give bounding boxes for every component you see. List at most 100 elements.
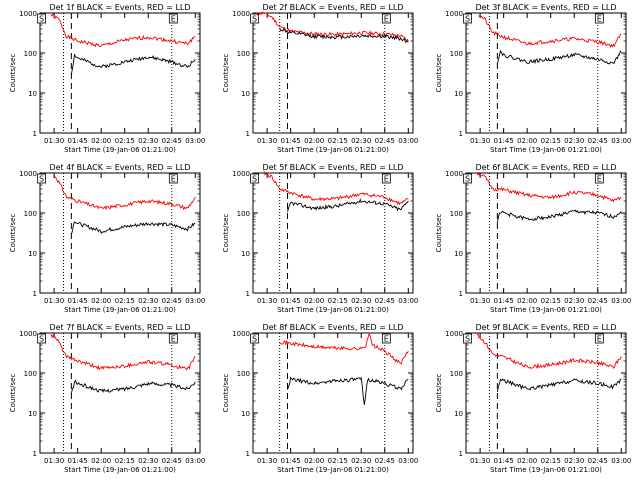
x-tick-label: 02:15 <box>328 457 348 465</box>
detector-panel: Det 7f BLACK = Events, RED = LLD 1 10 100 10… <box>9 323 205 474</box>
y-tick-label: 100 <box>237 370 250 378</box>
x-tick-label: 02:45 <box>588 137 608 145</box>
y-tick-label: 1000 <box>445 330 463 338</box>
x-axis-title: Start Time (19-Jan-06 01:21:00) <box>490 306 602 314</box>
y-tick-label: 1000 <box>445 10 463 18</box>
lld-series-line <box>53 174 196 211</box>
x-tick-label: 02:00 <box>517 137 537 145</box>
y-tick-label: 10 <box>28 410 37 418</box>
end-marker: E <box>384 175 389 184</box>
y-tick-label: 100 <box>237 210 250 218</box>
panel-title: Det 7f BLACK = Events, RED = LLD <box>49 323 190 332</box>
y-tick-label: 1000 <box>19 330 37 338</box>
marker-box <box>594 333 604 344</box>
start-marker: S <box>39 175 44 184</box>
y-tick-label: 1 <box>246 450 250 458</box>
start-marker: S <box>39 15 44 24</box>
x-tick-label: 01:30 <box>44 457 64 465</box>
plot-frame <box>465 12 627 134</box>
x-tick-label: 02:30 <box>351 297 371 305</box>
x-tick-label: 01:30 <box>257 137 277 145</box>
x-tick-label: 02:45 <box>588 457 608 465</box>
x-tick-label: 02:00 <box>517 297 537 305</box>
y-axis-title: Counts/sec <box>435 214 443 253</box>
x-tick-label: 02:00 <box>304 297 324 305</box>
y-axis-title: Counts/sec <box>435 54 443 93</box>
x-axis-title: Start Time (19-Jan-06 01:21:00) <box>277 146 389 154</box>
lld-series-line <box>50 13 196 48</box>
panel-title: Det 6f BLACK = Events, RED = LLD <box>475 163 616 172</box>
y-tick-label: 1 <box>33 130 37 138</box>
y-tick-label: 1 <box>33 290 37 298</box>
detector-panel: Det 4f BLACK = Events, RED = LLD 1 10 100 10… <box>9 163 205 314</box>
y-tick-label: 100 <box>237 50 250 58</box>
start-marker: S <box>252 175 257 184</box>
panel-title: Det 5f BLACK = Events, RED = LLD <box>262 163 403 172</box>
y-axis-title: Counts/sec <box>9 54 17 93</box>
marker-box <box>594 173 604 184</box>
marker-box <box>250 173 259 184</box>
marker-box <box>463 173 472 184</box>
y-tick-label: 100 <box>24 370 37 378</box>
x-tick-label: 02:45 <box>375 137 395 145</box>
y-tick-label: 10 <box>28 250 37 258</box>
events-series-line <box>70 53 196 75</box>
plot-frame <box>252 12 414 134</box>
x-tick-label: 02:15 <box>328 297 348 305</box>
y-tick-label: 1000 <box>232 330 250 338</box>
detector-panel: Det 8f BLACK = Events, RED = LLD 1 10 100 10… <box>222 323 418 474</box>
x-tick-label: 02:00 <box>91 457 111 465</box>
detector-panel: Det 2f BLACK = Events, RED = LLD 1 10 100 10… <box>222 3 418 154</box>
events-series-line <box>279 27 409 43</box>
start-marker: S <box>465 15 470 24</box>
events-series-line <box>287 198 409 213</box>
plot-frame <box>39 12 201 134</box>
x-tick-label: 01:45 <box>68 297 88 305</box>
x-tick-label: 01:45 <box>494 297 514 305</box>
marker-box <box>463 333 472 344</box>
panel-title: Det 3f BLACK = Events, RED = LLD <box>475 3 616 12</box>
panel-title: Det 1f BLACK = Events, RED = LLD <box>49 3 190 12</box>
x-tick-label: 01:30 <box>44 297 64 305</box>
x-tick-label: 02:30 <box>138 457 158 465</box>
x-tick-label: 02:15 <box>541 137 561 145</box>
x-tick-label: 02:45 <box>162 297 182 305</box>
marker-box <box>37 13 46 24</box>
x-axis-title: Start Time (19-Jan-06 01:21:00) <box>64 306 176 314</box>
x-tick-label: 01:30 <box>470 137 490 145</box>
x-tick-label: 02:45 <box>375 297 395 305</box>
x-tick-label: 01:45 <box>494 457 514 465</box>
x-tick-label: 02:15 <box>115 137 135 145</box>
lld-series-line <box>478 15 622 49</box>
detector-panel: Det 5f BLACK = Events, RED = LLD 1 10 100 10… <box>222 163 418 314</box>
end-marker: E <box>384 15 389 24</box>
end-marker: E <box>171 175 176 184</box>
marker-box <box>37 173 46 184</box>
lld-series-line <box>50 333 196 371</box>
lld-series-line <box>279 332 409 365</box>
y-tick-label: 1 <box>246 290 250 298</box>
x-tick-label: 02:30 <box>351 137 371 145</box>
y-tick-label: 1000 <box>19 170 37 178</box>
plot-frame <box>252 332 414 454</box>
x-tick-label: 01:45 <box>68 457 88 465</box>
x-tick-label: 03:00 <box>185 137 205 145</box>
x-tick-label: 02:00 <box>91 137 111 145</box>
x-tick-label: 03:00 <box>185 457 205 465</box>
x-axis-title: Start Time (19-Jan-06 01:21:00) <box>277 466 389 474</box>
events-series-line <box>496 209 622 224</box>
x-tick-label: 01:45 <box>68 137 88 145</box>
x-tick-label: 02:30 <box>351 457 371 465</box>
x-tick-label: 01:30 <box>257 457 277 465</box>
x-tick-label: 02:00 <box>304 137 324 145</box>
x-tick-label: 01:30 <box>470 297 490 305</box>
end-marker: E <box>384 335 389 344</box>
plot-frame <box>465 172 627 294</box>
y-tick-label: 1 <box>459 450 463 458</box>
x-tick-label: 01:45 <box>281 137 301 145</box>
x-tick-label: 03:00 <box>611 457 631 465</box>
y-axis-title: Counts/sec <box>222 214 230 253</box>
x-tick-label: 02:15 <box>541 297 561 305</box>
lld-series-line <box>476 172 622 203</box>
panel-title: Det 2f BLACK = Events, RED = LLD <box>262 3 403 12</box>
